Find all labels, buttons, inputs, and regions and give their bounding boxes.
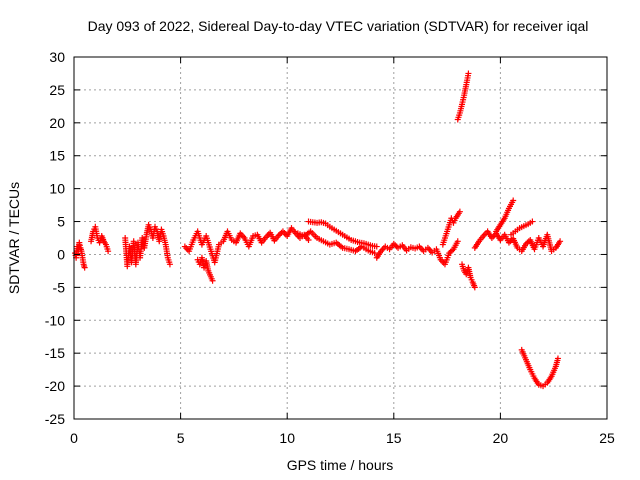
data-point — [81, 264, 88, 271]
series-seg11 — [459, 261, 478, 291]
y-tick-label: 0 — [57, 246, 65, 262]
y-tick-label: -5 — [53, 279, 66, 295]
data-point — [465, 70, 472, 77]
x-tick-label: 20 — [493, 430, 509, 446]
y-tick-label: 10 — [49, 181, 65, 197]
series-seg14 — [508, 218, 536, 238]
data-point — [471, 284, 478, 291]
data-point — [510, 197, 517, 204]
data-point — [554, 355, 561, 362]
y-tick-label: 15 — [49, 148, 65, 164]
data-point — [557, 238, 564, 245]
series-seg10 — [454, 70, 472, 123]
series-seg15 — [518, 346, 561, 390]
y-axis-ticks: -25 -20 -15 -10 -5 0 5 10 15 20 25 30 — [45, 49, 607, 427]
y-tick-label: 30 — [49, 49, 65, 65]
y-tick-label: -20 — [45, 378, 65, 394]
series-seg3 — [122, 221, 173, 270]
data-point — [454, 238, 461, 245]
data-point — [305, 236, 312, 243]
data-point — [373, 243, 380, 250]
y-axis-label: SDTVAR / TECUs — [6, 182, 22, 294]
series-seg8 — [373, 238, 461, 268]
x-tick-label: 15 — [386, 430, 402, 446]
data-point — [105, 248, 112, 255]
data-point — [371, 250, 378, 257]
data-point — [209, 277, 216, 284]
x-tick-label: 5 — [177, 430, 185, 446]
series-seg2 — [88, 223, 112, 255]
data-point — [529, 218, 536, 225]
y-tick-label: 20 — [49, 115, 65, 131]
y-tick-label: 5 — [57, 214, 65, 230]
x-tick-label: 25 — [599, 430, 615, 446]
series-seg13 — [493, 197, 517, 235]
x-tick-label: 0 — [70, 430, 78, 446]
chart-title: Day 093 of 2022, Sidereal Day-to-day VTE… — [88, 18, 589, 34]
series-seg9 — [439, 208, 463, 248]
y-tick-label: 25 — [49, 82, 65, 98]
x-axis-label: GPS time / hours — [287, 457, 394, 473]
series-seg7 — [294, 228, 378, 257]
data-point — [166, 261, 173, 268]
series-seg5 — [194, 254, 216, 284]
plot-frame — [73, 56, 608, 420]
y-tick-label: -25 — [45, 411, 65, 427]
series-seg1 — [72, 239, 88, 271]
x-axis-ticks: 0 5 10 15 20 25 — [70, 57, 615, 446]
data-point — [456, 208, 463, 215]
data-points — [72, 70, 564, 390]
series-seg4 — [181, 225, 312, 266]
y-tick-label: -10 — [45, 312, 65, 328]
x-tick-label: 10 — [279, 430, 295, 446]
series-seg12 — [471, 228, 564, 255]
grid-lines — [74, 57, 607, 419]
y-tick-label: -15 — [45, 345, 65, 361]
